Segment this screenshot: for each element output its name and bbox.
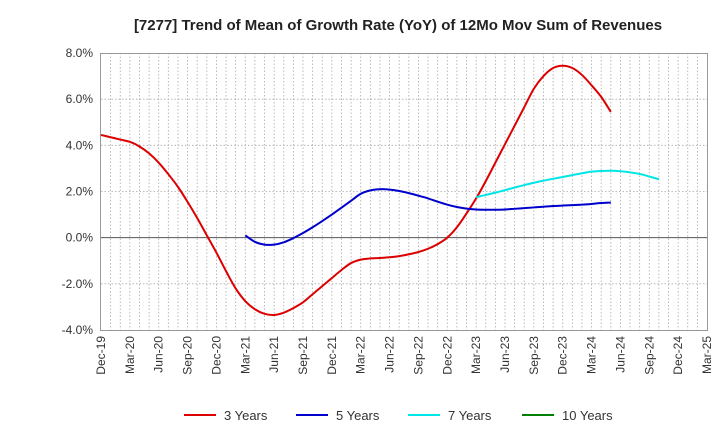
x-tick-label: Mar-23 (469, 336, 483, 374)
x-tick-label: Sep-21 (296, 336, 310, 375)
chart-title: [7277] Trend of Mean of Growth Rate (YoY… (134, 17, 662, 34)
x-tick-label: Dec-21 (325, 336, 339, 375)
x-tick-label: Jun-24 (613, 336, 627, 373)
y-tick-label: 8.0% (66, 46, 94, 60)
y-tick-label: 0.0% (66, 231, 94, 245)
legend-item-10-years: 10 Years (522, 408, 613, 423)
x-tick-label: Jun-22 (383, 336, 397, 373)
series-line-5-years (244, 188, 611, 246)
x-tick-label: Dec-22 (440, 336, 454, 375)
y-tick-label: -2.0% (62, 277, 94, 291)
x-tick-label: Mar-24 (585, 336, 599, 374)
x-tick-label: Mar-21 (238, 336, 252, 374)
x-tick-label: Sep-23 (527, 336, 541, 375)
series-line-3-years (100, 64, 612, 317)
series-line-7-years (475, 169, 660, 199)
x-tick-label: Dec-19 (94, 336, 108, 375)
y-tick-label: 2.0% (66, 185, 94, 199)
y-tick-label: 4.0% (66, 138, 94, 152)
x-tick-label: Dec-24 (671, 336, 685, 375)
series-lines (100, 64, 660, 317)
x-tick-label: Mar-22 (354, 336, 368, 374)
legend-label-7-years: 7 Years (448, 408, 492, 423)
x-tick-label: Dec-23 (556, 336, 570, 375)
x-tick-label: Jun-21 (267, 336, 281, 373)
legend-label-10-years: 10 Years (562, 408, 613, 423)
x-tick-label: Jun-20 (152, 336, 166, 373)
plot-area-border (100, 53, 708, 331)
y-tick-label: -4.0% (62, 323, 94, 337)
x-tick-label: Mar-20 (123, 336, 137, 374)
x-tick-label: Jun-23 (498, 336, 512, 373)
legend-label-5-years: 5 Years (336, 408, 380, 423)
legend: 3 Years 5 Years 7 Years 10 Years (184, 408, 613, 423)
y-tick-label: 6.0% (66, 92, 94, 106)
legend-item-3-years: 3 Years (184, 408, 268, 423)
grid-lines (101, 53, 707, 330)
x-axis-tick-labels: Dec-19 Mar-20 Jun-20 Sep-20 Dec-20 Mar-21 Jun-… (94, 336, 714, 375)
legend-item-5-years: 5 Years (296, 408, 380, 423)
legend-label-3-years: 3 Years (224, 408, 268, 423)
x-tick-label: Sep-24 (642, 336, 656, 375)
x-tick-label: Sep-20 (181, 336, 195, 375)
x-tick-label: Dec-20 (209, 336, 223, 375)
x-tick-label: Sep-22 (411, 336, 425, 375)
legend-item-7-years: 7 Years (408, 408, 492, 423)
x-tick-label: Mar-25 (700, 336, 714, 374)
y-axis-tick-labels: -4.0% -2.0% 0.0% 2.0% 4.0% 6.0% 8.0% (62, 46, 94, 337)
